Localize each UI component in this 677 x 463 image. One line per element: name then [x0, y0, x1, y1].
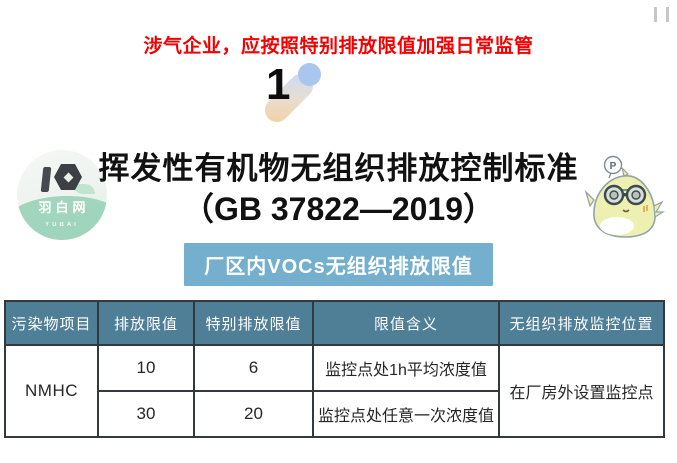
cell-meaning-2: 监控点处任意一次浓度值 [312, 390, 500, 438]
table-row: NMHC 10 6 监控点处1h平均浓度值 在厂房外设置监控点 [4, 344, 665, 438]
cell-pollutant: NMHC [4, 344, 99, 438]
section-number: 1 [266, 60, 291, 109]
section-badge-row: 厂区内VOCs无组织排放限值 [0, 243, 677, 286]
header-meaning: 限值含义 [312, 300, 500, 346]
section-badge: 厂区内VOCs无组织排放限值 [184, 243, 493, 286]
logo-leaf-shape [73, 184, 95, 194]
svg-text:P: P [610, 161, 617, 172]
logo-name: 羽白网 [38, 200, 90, 215]
pause-bars-icon [654, 7, 669, 22]
header-limit: 排放限值 [97, 300, 195, 346]
limits-table-container: 污染物项目 排放限值 特别排放限值 限值含义 无组织排放监控位置 NMHC 10… [4, 300, 665, 438]
header-pollutant: 污染物项目 [4, 300, 99, 346]
bird-mascot-icon: P [584, 155, 666, 238]
header-special-limit: 特别排放限值 [193, 300, 314, 346]
title-line-1: 挥发性有机物无组织排放控制标准 [98, 151, 579, 186]
section-number-decoration: 1 [250, 58, 340, 127]
cell-meaning-1: 监控点处1h平均浓度值 [312, 344, 500, 392]
table-header-row: 污染物项目 排放限值 特别排放限值 限值含义 无组织排放监控位置 [4, 300, 665, 346]
cell-special-limit-2: 20 [193, 390, 314, 438]
table-row: 30 20 监控点处任意一次浓度值 [5, 390, 664, 438]
header-location: 无组织排放监控位置 [498, 300, 665, 346]
cell-limit-1: 10 [97, 344, 195, 392]
cell-location: 在厂房外设置监控点 [498, 344, 665, 438]
page-title: 挥发性有机物无组织排放控制标准 （GB 37822—2019） [0, 148, 677, 229]
logo-subtext: YUBAI [45, 222, 79, 228]
top-note: 涉气企业，应按照特别排放限值加强日常监管 [143, 36, 534, 57]
title-line-2: （GB 37822—2019） [181, 191, 496, 227]
cell-special-limit-1: 6 [193, 344, 314, 392]
yubai-logo: 羽白网 YUBAI [17, 150, 107, 240]
logo-emblem-icon [40, 164, 84, 194]
logo-green-band [17, 196, 107, 240]
bird-mascot-illustration: P [584, 154, 668, 242]
cell-limit-2: 30 [97, 390, 195, 438]
voc-limits-table: 污染物项目 排放限值 特别排放限值 限值含义 无组织排放监控位置 NMHC 10… [4, 300, 665, 438]
blue-dot-shape [298, 63, 321, 86]
